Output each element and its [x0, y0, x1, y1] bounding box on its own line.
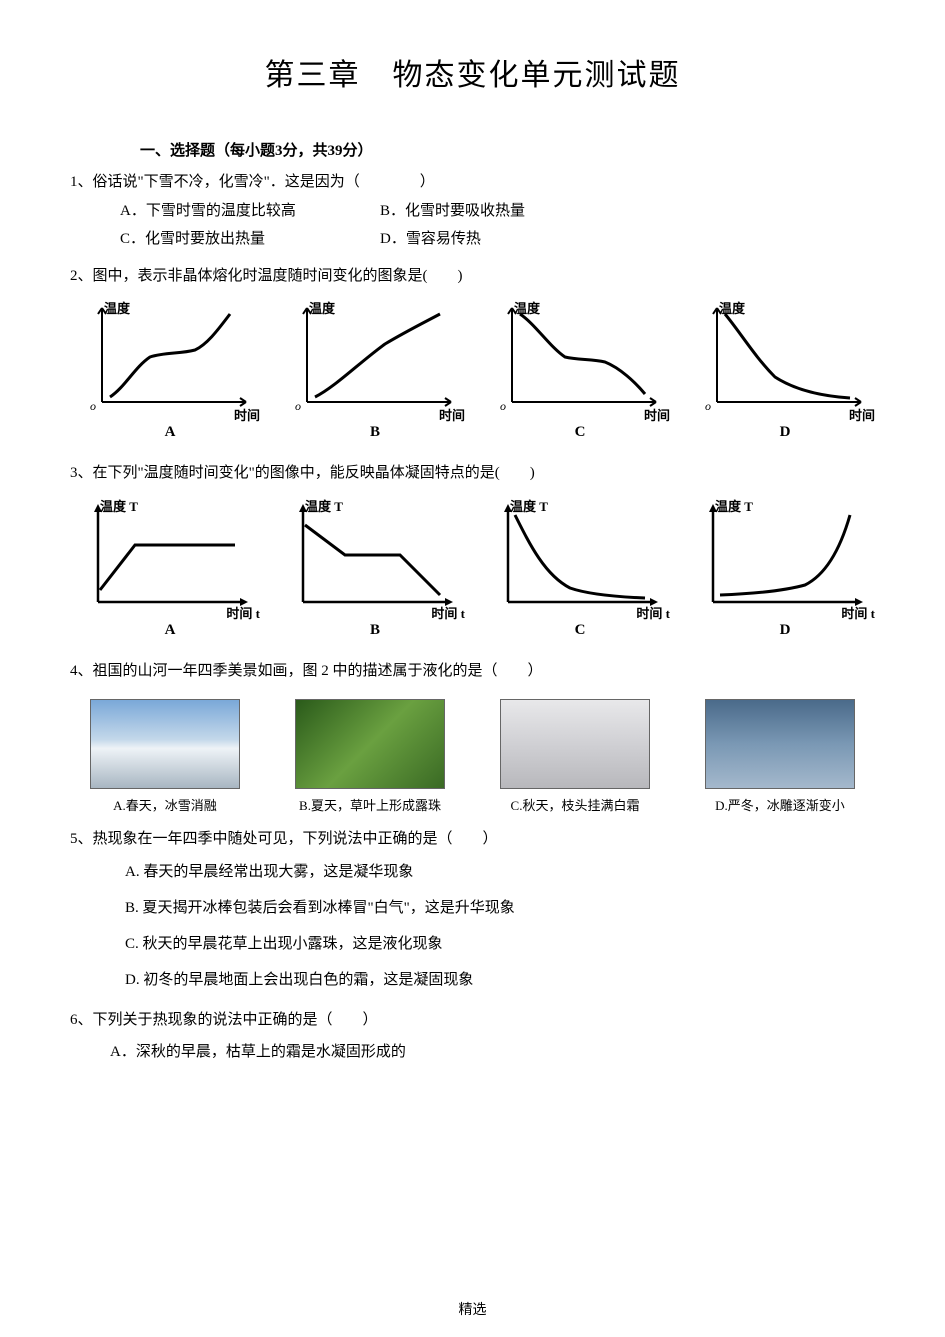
q3-chart-a: 温度 T 时间 t	[80, 500, 260, 620]
q2a-curve	[110, 314, 230, 397]
q3b-xlabel: 时间 t	[431, 603, 465, 622]
q2-chart-b: 温度 o 时间	[285, 302, 465, 422]
q3c-xlabel: 时间 t	[636, 603, 670, 622]
q3d-curve	[720, 515, 850, 595]
svg-text:o: o	[295, 399, 301, 413]
q5-opt-d: D. 初冬的早晨地面上会出现白色的霜，这是凝固现象	[125, 962, 875, 998]
svg-text:o: o	[90, 399, 96, 413]
q2c-xlabel: 时间	[644, 405, 670, 424]
q2-chart-c: 温度 o 时间	[490, 302, 670, 422]
q3a-label: A	[165, 622, 176, 639]
section-header: 一、选择题（每小题3分，共39分）	[140, 139, 875, 160]
q2b-label: B	[370, 424, 380, 441]
q4-caption-b: B.夏天，草叶上形成露珠	[290, 797, 450, 815]
q3-charts: 温度 T 时间 t A 温度 T 时间 t B	[80, 500, 875, 639]
q4-image-b	[295, 699, 445, 789]
q2d-xlabel: 时间	[849, 405, 875, 424]
q1-text: 1、俗话说"下雪不冷，化雪冷"．这是因为（ ）	[70, 168, 875, 197]
q3b-label: B	[370, 622, 380, 639]
q2b-curve	[315, 314, 440, 397]
question-2: 2、图中，表示非晶体熔化时温度随时间变化的图象是( )	[70, 262, 875, 291]
q1-opt-b: B．化雪时要吸收热量	[380, 197, 525, 226]
q2-charts: 温度 o 时间 A 温度 o	[80, 302, 875, 441]
q5-opt-b: B. 夏天揭开冰棒包装后会看到冰棒冒"白气"，这是升华现象	[125, 890, 875, 926]
question-4: 4、祖国的山河一年四季美景如画，图 2 中的描述属于液化的是（ ）	[70, 657, 875, 686]
q1-opt-c: C．化雪时要放出热量	[120, 225, 380, 254]
q3c-curve	[515, 515, 645, 598]
question-6: 6、下列关于热现象的说法中正确的是（ ） A．深秋的早晨，枯草上的霜是水凝固形成…	[70, 1006, 875, 1071]
q4-image-c	[500, 699, 650, 789]
q4-image-a	[90, 699, 240, 789]
q2d-curve	[725, 314, 850, 398]
q5-opt-c: C. 秋天的早晨花草上出现小露珠，这是液化现象	[125, 926, 875, 962]
q2b-xlabel: 时间	[439, 405, 465, 424]
q4-caption-d: D.严冬，冰雕逐渐变小	[700, 797, 860, 815]
q3-text: 3、在下列"温度随时间变化"的图像中，能反映晶体凝固特点的是( )	[70, 459, 875, 488]
svg-text:o: o	[705, 399, 711, 413]
q6-text: 6、下列关于热现象的说法中正确的是（ ）	[70, 1006, 875, 1035]
q2a-xlabel: 时间	[234, 405, 260, 424]
question-5: 5、热现象在一年四季中随处可见，下列说法中正确的是（ ） A. 春天的早晨经常出…	[70, 825, 875, 998]
q2c-curve	[520, 314, 645, 394]
q3-chart-b: 温度 T 时间 t	[285, 500, 465, 620]
q2-chart-a: 温度 o 时间	[80, 302, 260, 422]
q4-image-d	[705, 699, 855, 789]
page-title: 第三章 物态变化单元测试题	[70, 50, 875, 94]
q5-opt-a: A. 春天的早晨经常出现大雾，这是凝华现象	[125, 854, 875, 890]
q3c-label: C	[575, 622, 586, 639]
q2-text: 2、图中，表示非晶体熔化时温度随时间变化的图象是( )	[70, 262, 875, 291]
q5-text: 5、热现象在一年四季中随处可见，下列说法中正确的是（ ）	[70, 825, 875, 854]
question-3: 3、在下列"温度随时间变化"的图像中，能反映晶体凝固特点的是( )	[70, 459, 875, 488]
q4-images: A.春天，冰雪消融 B.夏天，草叶上形成露珠 C.秋天，枝头挂满白霜 D.严冬，…	[80, 699, 865, 815]
question-1: 1、俗话说"下雪不冷，化雪冷"．这是因为（ ） A．下雪时雪的温度比较高 B．化…	[70, 168, 875, 254]
q2c-label: C	[575, 424, 586, 441]
svg-text:o: o	[500, 399, 506, 413]
q2-chart-d: 温度 o 时间	[695, 302, 875, 422]
q4-caption-c: C.秋天，枝头挂满白霜	[495, 797, 655, 815]
q3d-label: D	[780, 622, 791, 639]
q1-opt-d: D．雪容易传热	[380, 225, 481, 254]
q2a-label: A	[165, 424, 176, 441]
q2d-label: D	[780, 424, 791, 441]
q3-chart-c: 温度 T 时间 t	[490, 500, 670, 620]
q4-text: 4、祖国的山河一年四季美景如画，图 2 中的描述属于液化的是（ ）	[70, 657, 875, 686]
q3-chart-d: 温度 T 时间 t	[695, 500, 875, 620]
q1-opt-a: A．下雪时雪的温度比较高	[120, 197, 380, 226]
q3a-xlabel: 时间 t	[226, 603, 260, 622]
q6-opt-a: A．深秋的早晨，枯草上的霜是水凝固形成的	[110, 1034, 875, 1070]
q3a-curve	[100, 545, 235, 590]
q3d-xlabel: 时间 t	[841, 603, 875, 622]
q3b-curve	[305, 525, 440, 595]
q4-caption-a: A.春天，冰雪消融	[85, 797, 245, 815]
page-footer: 精选	[0, 1299, 945, 1319]
